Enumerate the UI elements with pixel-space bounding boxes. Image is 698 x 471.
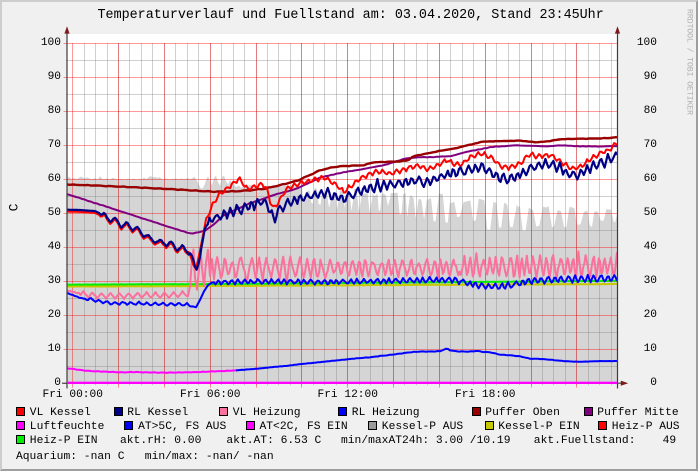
- svg-text:RRDTOOL / TOBI OETIKER: RRDTOOL / TOBI OETIKER: [685, 9, 695, 115]
